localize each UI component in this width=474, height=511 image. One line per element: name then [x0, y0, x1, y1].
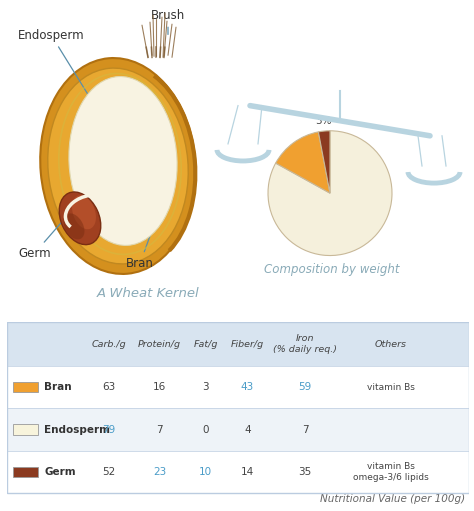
Text: Bran: Bran	[126, 189, 167, 270]
Text: 14: 14	[241, 467, 254, 477]
Text: 3: 3	[202, 382, 209, 392]
Text: Protein/g: Protein/g	[138, 339, 181, 349]
Text: Bran: Bran	[44, 382, 72, 392]
Text: 52: 52	[102, 467, 115, 477]
Text: 3%: 3%	[315, 116, 331, 126]
Text: Carb./g: Carb./g	[91, 339, 126, 349]
Text: Endosperm: Endosperm	[18, 29, 97, 108]
Bar	[13, 382, 38, 392]
Text: 23: 23	[153, 467, 166, 477]
Bar	[7, 322, 469, 366]
Bar	[13, 467, 38, 477]
Text: Iron
(% daily req.): Iron (% daily req.)	[273, 334, 337, 354]
Wedge shape	[268, 131, 392, 256]
Text: Germ: Germ	[18, 220, 63, 260]
Wedge shape	[276, 132, 330, 193]
Text: 7: 7	[156, 425, 163, 434]
Ellipse shape	[40, 58, 196, 274]
Text: Germ: Germ	[44, 467, 76, 477]
Text: Nutritional Value (per 100g): Nutritional Value (per 100g)	[319, 494, 465, 504]
Text: Fiber/g: Fiber/g	[231, 339, 264, 349]
Text: 0: 0	[202, 425, 209, 434]
Text: vitamin Bs
omega-3/6 lipids: vitamin Bs omega-3/6 lipids	[353, 462, 428, 482]
Ellipse shape	[48, 68, 188, 264]
Wedge shape	[319, 131, 330, 193]
Text: 35: 35	[299, 467, 312, 477]
Text: 14%: 14%	[296, 157, 319, 167]
Bar	[7, 408, 469, 451]
Ellipse shape	[64, 214, 84, 239]
Text: 83%: 83%	[338, 221, 361, 231]
Text: Brush: Brush	[151, 9, 185, 34]
Text: 4: 4	[244, 425, 251, 434]
Bar	[13, 425, 38, 434]
Text: 59: 59	[299, 382, 312, 392]
Text: Others: Others	[374, 339, 407, 349]
Text: Fat/g: Fat/g	[194, 339, 218, 349]
Text: Composition by weight: Composition by weight	[264, 263, 400, 276]
Ellipse shape	[72, 195, 96, 229]
Text: vitamin Bs: vitamin Bs	[367, 383, 415, 392]
Text: 10: 10	[199, 467, 212, 477]
Bar	[7, 451, 469, 493]
Text: 43: 43	[241, 382, 254, 392]
Ellipse shape	[59, 192, 101, 245]
Ellipse shape	[69, 77, 177, 245]
Text: 16: 16	[153, 382, 166, 392]
Text: Endosperm: Endosperm	[44, 425, 110, 434]
Text: 63: 63	[102, 382, 115, 392]
Text: 7: 7	[302, 425, 309, 434]
Text: A Wheat Kernel: A Wheat Kernel	[97, 287, 199, 300]
Bar	[7, 366, 469, 408]
Text: 79: 79	[102, 425, 115, 434]
